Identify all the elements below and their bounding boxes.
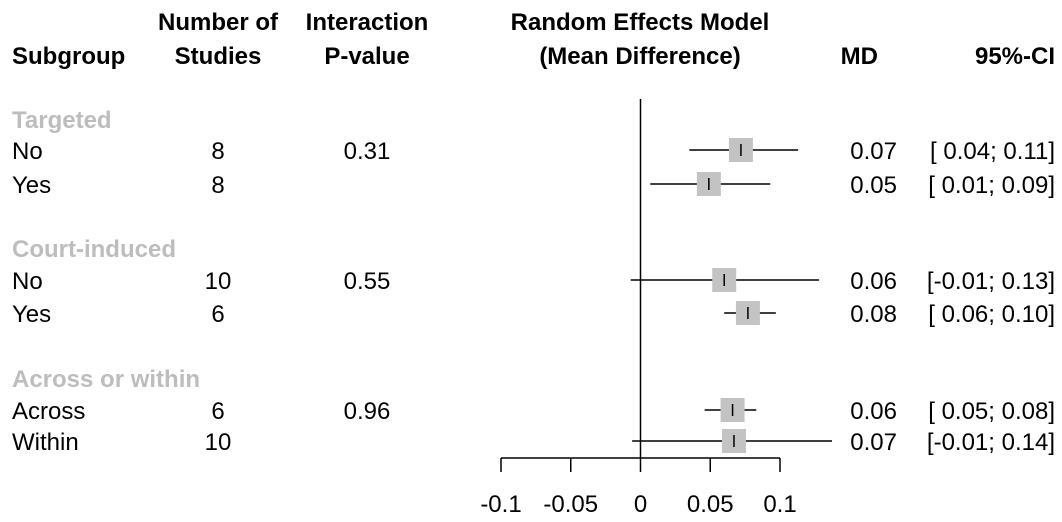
md-value: 0.06 [850,268,897,295]
row-study-count: 6 [211,301,224,328]
row-label: Yes [12,301,51,328]
pvalue-column-header-line1: Interaction [306,9,429,36]
row-study-count: 8 [211,172,224,199]
row-label: Within [12,429,79,456]
interaction-pvalue: 0.31 [344,138,391,165]
x-tick-label: 0 [634,491,647,518]
row-study-count: 6 [211,398,224,425]
studies-column-header-line2: Studies [175,43,262,70]
md-value: 0.06 [850,398,897,425]
x-tick-label: -0.1 [480,491,521,518]
ci-value: [ 0.01; 0.09] [928,172,1055,199]
md-value: 0.05 [850,172,897,199]
ci-value: [-0.01; 0.13] [927,268,1055,295]
subgroup-heading: Across or within [12,366,200,393]
studies-column-header-line1: Number of [158,9,279,36]
plot-title-line2: (Mean Difference) [539,43,740,70]
x-tick-label: 0.1 [763,491,796,518]
interaction-pvalue: 0.96 [344,398,391,425]
pvalue-column-header-line2: P-value [324,43,409,70]
row-study-count: 10 [205,429,232,456]
row-study-count: 10 [205,268,232,295]
row-label: No [12,138,43,165]
subgroup-heading: Court-induced [12,236,176,263]
ci-value: [ 0.04; 0.11] [930,138,1055,165]
x-axis: -0.1 -0.05 0 0.05 0.1 [480,457,797,518]
md-column-header: MD [841,43,878,70]
md-value: 0.08 [850,301,897,328]
ci-value: [ 0.05; 0.08] [928,398,1055,425]
subgroup-heading: Targeted [12,107,112,134]
ci-value: [-0.01; 0.14] [927,429,1055,456]
x-tick-label: 0.05 [687,491,734,518]
x-tick-label: -0.05 [543,491,598,518]
forest-rows: Targeted No 8 0.31 0.07 [ 0.04; 0.11] Yes 8 0.05… [12,107,1055,456]
header: Subgroup Number of Studies Interaction P… [12,9,1055,70]
ci-value: [ 0.06; 0.10] [928,301,1055,328]
subgroup-column-header: Subgroup [12,43,125,70]
row-label: Yes [12,172,51,199]
row-study-count: 8 [211,138,224,165]
ci-column-header: 95%-CI [975,43,1055,70]
md-value: 0.07 [850,138,897,165]
md-value: 0.07 [850,429,897,456]
row-label: No [12,268,43,295]
row-label: Across [12,398,85,425]
plot-title-line1: Random Effects Model [511,9,770,36]
interaction-pvalue: 0.55 [344,268,391,295]
